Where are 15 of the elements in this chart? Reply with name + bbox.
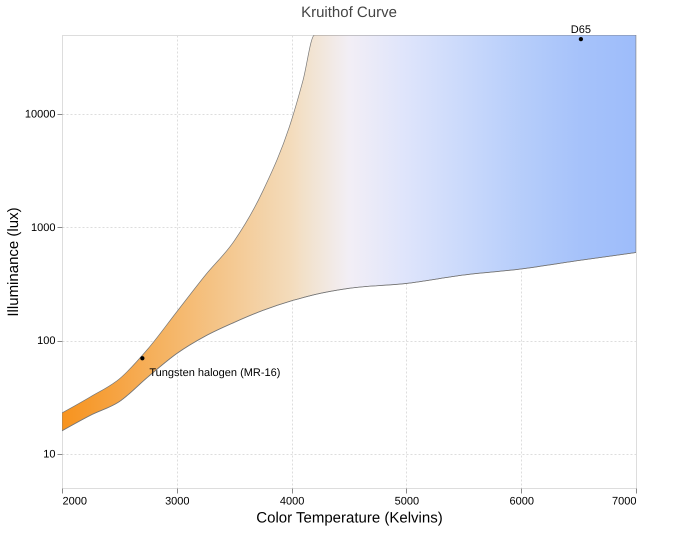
x-tick-label: 2000 [62,496,87,508]
y-tick-label: 10 [43,448,56,460]
x-tick-label: 3000 [165,496,190,508]
x-axis-title: Color Temperature (Kelvins) [256,510,443,526]
y-tick-label: 1000 [31,222,56,234]
y-tick-label: 100 [37,335,56,348]
annotation: Tungsten halogen (MR-16) [149,367,280,380]
x-tick-label: 7000 [612,496,636,508]
chart-title: Kruithof Curve [301,4,397,22]
x-tick-label: 5000 [394,496,420,508]
annotation: D65 [570,24,591,36]
x-tick-label: 6000 [509,496,534,508]
y-axis-title: Illuminance (lux) [4,207,22,317]
y-tick-label: 10000 [24,108,56,121]
x-tick-label: 4000 [280,496,304,508]
